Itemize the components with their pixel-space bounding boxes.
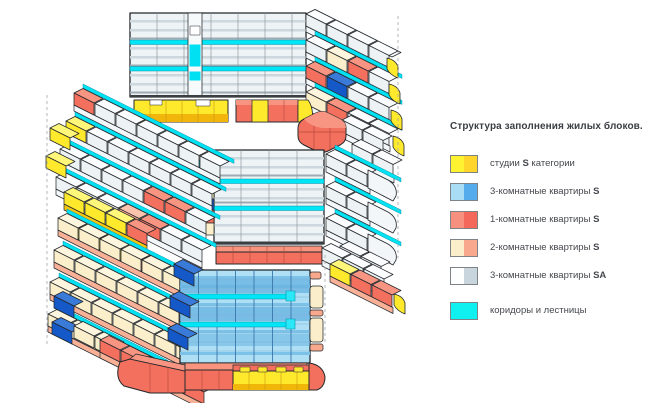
legend-label: 3-комнатные квартиры SA <box>490 270 606 281</box>
swatch-right <box>464 183 477 200</box>
label-bold: SA <box>593 270 607 281</box>
block-top-slab <box>129 9 405 184</box>
corridor-strips <box>179 290 296 330</box>
swatch-left <box>451 302 464 319</box>
legend-swatch-studios <box>450 154 478 173</box>
legend-item-apt-2-s: 2-комнатные квартиры S <box>450 238 645 257</box>
swatch-right <box>464 155 477 172</box>
label-suffix: категории <box>528 158 575 169</box>
legend-swatch-apt-3-s <box>450 182 478 201</box>
swatch-left <box>451 183 464 200</box>
swatch-right <box>464 302 477 319</box>
legend-item-apt-3-sa: 3-комнатные квартиры SA <box>450 266 645 285</box>
construction-guides <box>46 16 399 345</box>
block-top-wing <box>305 9 405 184</box>
label-prefix: 2-комнатные квартиры <box>490 242 594 253</box>
label-prefix: 3-комнатные квартиры <box>490 270 594 281</box>
legend-label: 2-комнатные квартиры S <box>490 242 599 253</box>
swatch-right <box>464 211 477 228</box>
swatch-left <box>451 239 464 256</box>
block-middle-base <box>215 245 323 265</box>
label-bold: S <box>593 242 600 253</box>
legend-item-apt-1-s: 1-комнатные квартиры S <box>450 210 645 229</box>
block-red-pavilion <box>297 111 347 153</box>
label-bold: S <box>593 214 600 225</box>
legend-item-studios: студии S категории <box>450 154 645 173</box>
diagonal-red-bar <box>321 243 406 315</box>
legend-label: 3-комнатные квартиры S <box>490 186 599 197</box>
block-blue-glass <box>117 259 326 394</box>
swatch-left <box>451 211 464 228</box>
legend-item-corridors: коридоры и лестницы <box>450 301 645 320</box>
legend-swatch-apt-2-s <box>450 238 478 257</box>
label-prefix: коридоры и лестницы <box>490 305 587 316</box>
legend-swatch-apt-3-sa <box>450 266 478 285</box>
stair-core <box>187 12 203 98</box>
label-prefix: 1-комнатные квартиры <box>490 214 594 225</box>
swatch-right <box>464 239 477 256</box>
legend-label: студии S категории <box>490 158 575 169</box>
legend-title: Структура заполнения жилых блоков. <box>450 121 643 132</box>
legend-label: 1-комнатные квартиры S <box>490 214 599 225</box>
blue-block-base <box>117 353 326 394</box>
label-bold: S <box>593 186 600 197</box>
label-bold: S <box>522 158 529 169</box>
legend-label: коридоры и лестницы <box>490 305 586 316</box>
swatch-left <box>451 155 464 172</box>
swatch-left <box>451 267 464 284</box>
legend-swatch-apt-1-s <box>450 210 478 229</box>
right-cream-steps <box>309 271 324 352</box>
label-prefix: 3-комнатные квартиры <box>490 186 594 197</box>
legend-item-apt-3-s: 3-комнатные квартиры S <box>450 182 645 201</box>
legend-swatch-corridors <box>450 301 478 320</box>
block-top-base <box>133 99 313 123</box>
legend: Структура заполнения жилых блоков. студи… <box>450 121 645 330</box>
swatch-right <box>464 267 477 284</box>
label-prefix: студии <box>490 158 523 169</box>
